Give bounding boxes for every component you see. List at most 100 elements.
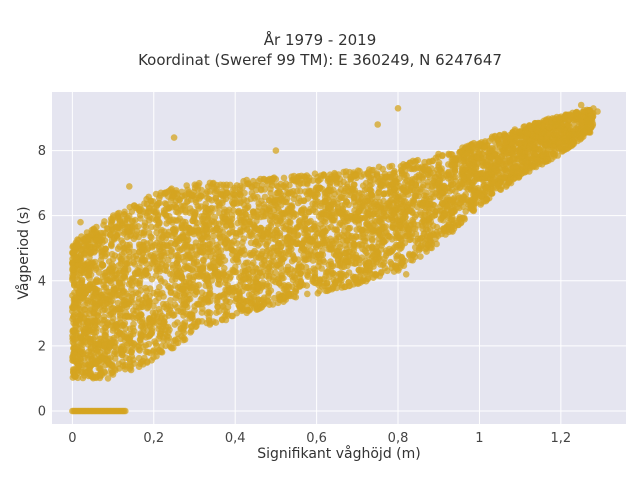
- data-point: [236, 281, 244, 289]
- data-point: [172, 217, 180, 224]
- data-point: [148, 223, 155, 231]
- data-point: [88, 293, 95, 301]
- data-point: [86, 254, 93, 261]
- data-point: [100, 313, 108, 321]
- data-point: [471, 192, 479, 199]
- data-point: [216, 234, 224, 241]
- data-point: [451, 168, 459, 175]
- data-point: [406, 236, 413, 244]
- data-point: [345, 187, 352, 195]
- data-point: [193, 300, 201, 308]
- data-point: [205, 280, 212, 287]
- data-point: [239, 244, 246, 251]
- data-point: [281, 254, 288, 262]
- data-point: [121, 268, 128, 276]
- data-point: [129, 217, 137, 225]
- data-point: [331, 169, 338, 177]
- data-point: [214, 273, 221, 281]
- data-point: [143, 287, 150, 295]
- data-point: [114, 245, 122, 252]
- data-point: [315, 213, 323, 220]
- data-point: [374, 256, 382, 263]
- data-point: [208, 272, 215, 280]
- data-point: [169, 261, 176, 269]
- data-point: [346, 168, 354, 176]
- data-point: [350, 235, 358, 243]
- data-point: [364, 193, 371, 200]
- data-point: [529, 162, 536, 170]
- data-point: [236, 274, 243, 281]
- data-point: [382, 179, 390, 187]
- data-point: [370, 251, 378, 258]
- data-point: [174, 190, 181, 198]
- data-point: [319, 229, 326, 236]
- data-point: [422, 189, 430, 196]
- data-point: [302, 212, 309, 220]
- data-point: [100, 345, 107, 352]
- data-point: [253, 213, 261, 221]
- data-point: [444, 212, 452, 219]
- data-point: [345, 253, 352, 260]
- data-point: [138, 206, 145, 213]
- data-point: [109, 310, 117, 317]
- data-point: [103, 320, 111, 327]
- data-point: [288, 203, 296, 211]
- data-point: [458, 148, 465, 155]
- data-point: [315, 263, 322, 270]
- data-point: [201, 219, 208, 226]
- data-point: [79, 295, 87, 302]
- data-point: [156, 240, 164, 248]
- data-point: [458, 218, 465, 226]
- data-point: [522, 168, 530, 175]
- data-point: [477, 192, 485, 199]
- data-point: [148, 328, 156, 335]
- data-point: [486, 137, 493, 145]
- data-point: [210, 179, 217, 187]
- data-point: [78, 277, 86, 285]
- data-point: [75, 316, 82, 323]
- data-point: [198, 318, 206, 325]
- data-point: [417, 253, 424, 260]
- data-point: [414, 203, 421, 211]
- data-point: [248, 232, 255, 240]
- data-point: [284, 207, 291, 215]
- data-point: [489, 177, 496, 185]
- data-point: [391, 186, 398, 193]
- data-point: [70, 313, 77, 320]
- data-point: [357, 266, 365, 274]
- data-point: [358, 190, 366, 198]
- data-point: [125, 293, 132, 300]
- data-point: [533, 126, 540, 134]
- data-point: [70, 368, 77, 376]
- data-point: [442, 231, 449, 238]
- data-point: [508, 150, 516, 158]
- data-point: [573, 109, 581, 116]
- data-point: [328, 176, 336, 183]
- data-point: [250, 249, 257, 257]
- data-point: [188, 311, 196, 319]
- data-point: [114, 304, 122, 312]
- data-point: [370, 166, 377, 174]
- data-point: [165, 231, 172, 239]
- data-point: [137, 331, 144, 339]
- data-point: [325, 273, 333, 281]
- data-point: [337, 273, 345, 281]
- data-point: [253, 302, 261, 310]
- data-point: [206, 321, 214, 328]
- data-point: [186, 254, 194, 262]
- data-point: [356, 198, 364, 206]
- data-point: [551, 131, 558, 138]
- data-point: [202, 226, 209, 234]
- data-point: [203, 234, 211, 241]
- data-point: [501, 155, 509, 163]
- data-point: [509, 155, 517, 163]
- data-point: [240, 222, 247, 230]
- data-point: [102, 297, 109, 304]
- data-point: [180, 334, 187, 342]
- data-point: [172, 267, 180, 274]
- data-point: [153, 208, 160, 216]
- data-point: [328, 263, 335, 270]
- data-point: [215, 308, 223, 315]
- data-point: [77, 334, 84, 341]
- data-point: [345, 231, 352, 239]
